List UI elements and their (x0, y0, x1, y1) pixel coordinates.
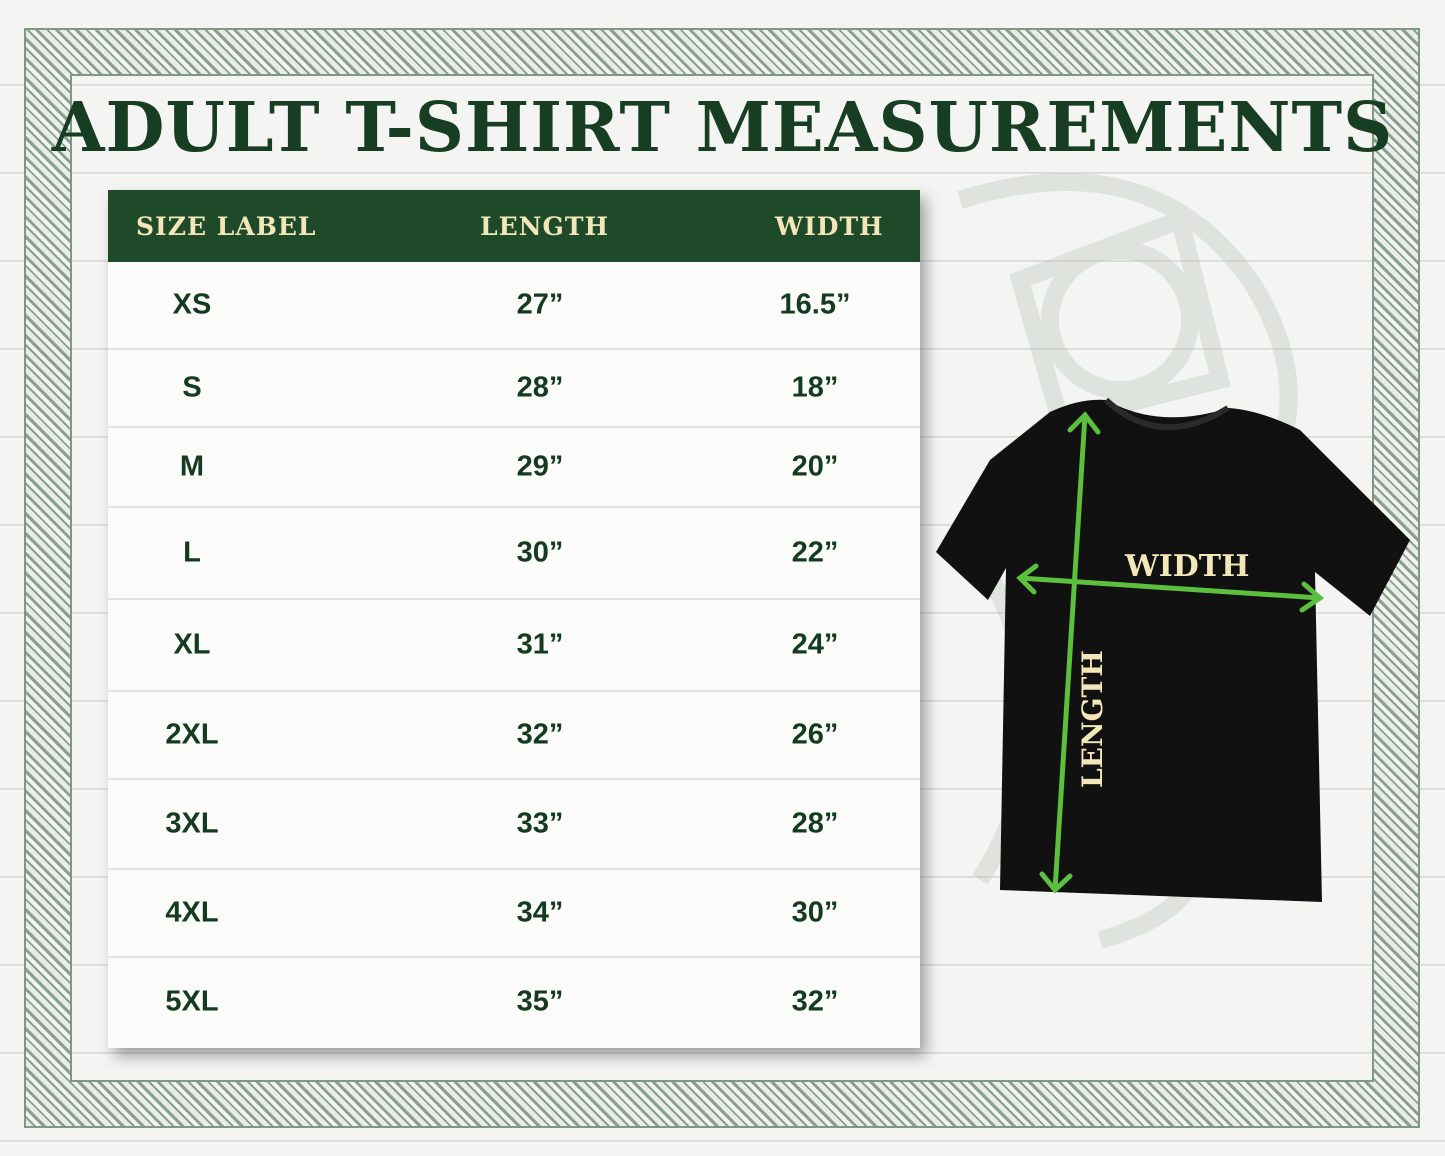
tshirt-icon (936, 399, 1410, 902)
length-cell: 28” (516, 371, 564, 404)
size-cell: 5XL (165, 985, 219, 1018)
width-cell: 30” (791, 896, 839, 929)
length-cell: 33” (516, 807, 564, 840)
table-row: 2XL 32” 26” (108, 692, 920, 780)
width-cell: 32” (791, 985, 839, 1018)
page-title: ADULT T-SHIRT MEASUREMENTS (51, 88, 1394, 168)
length-cell: 27” (516, 288, 564, 321)
length-cell: 31” (516, 628, 564, 661)
width-cell: 16.5” (779, 288, 851, 321)
table-row: XS 27” 16.5” (108, 262, 920, 350)
table-row: XL 31” 24” (108, 600, 920, 692)
width-cell: 22” (791, 536, 839, 569)
size-cell: 3XL (165, 807, 219, 840)
length-cell: 32” (516, 718, 564, 751)
table-row: 5XL 35” 32” (108, 958, 920, 1046)
width-label: WIDTH (1124, 549, 1249, 584)
size-cell: M (179, 450, 205, 483)
table-row: 4XL 34” 30” (108, 870, 920, 958)
size-cell: S (182, 371, 202, 404)
size-cell: L (183, 536, 201, 569)
size-table: SIZE LABEL LENGTH WIDTH XS 27” 16.5” S 28” 18… (108, 190, 920, 1048)
length-cell: 30” (516, 536, 564, 569)
header-width: WIDTH (775, 212, 884, 241)
width-cell: 24” (791, 628, 839, 661)
table-row: S 28” 18” (108, 350, 920, 428)
size-cell: XL (173, 628, 211, 661)
width-cell: 20” (791, 450, 839, 483)
length-cell: 34” (516, 896, 564, 929)
table-row: 3XL 33” 28” (108, 780, 920, 870)
size-cell: XS (172, 288, 212, 321)
length-cell: 29” (516, 450, 564, 483)
width-cell: 18” (791, 371, 839, 404)
header-size-label: SIZE LABEL (136, 212, 317, 241)
table-row: L 30” 22” (108, 508, 920, 600)
size-cell: 2XL (165, 718, 219, 751)
width-cell: 26” (791, 718, 839, 751)
length-label: LENGTH (1076, 650, 1109, 788)
table-header: SIZE LABEL LENGTH WIDTH (108, 190, 920, 262)
length-cell: 35” (516, 985, 564, 1018)
width-cell: 28” (791, 807, 839, 840)
tshirt-diagram: WIDTH LENGTH (936, 397, 1410, 902)
table-row: M 29” 20” (108, 428, 920, 508)
header-length: LENGTH (480, 212, 610, 241)
size-cell: 4XL (165, 896, 219, 929)
